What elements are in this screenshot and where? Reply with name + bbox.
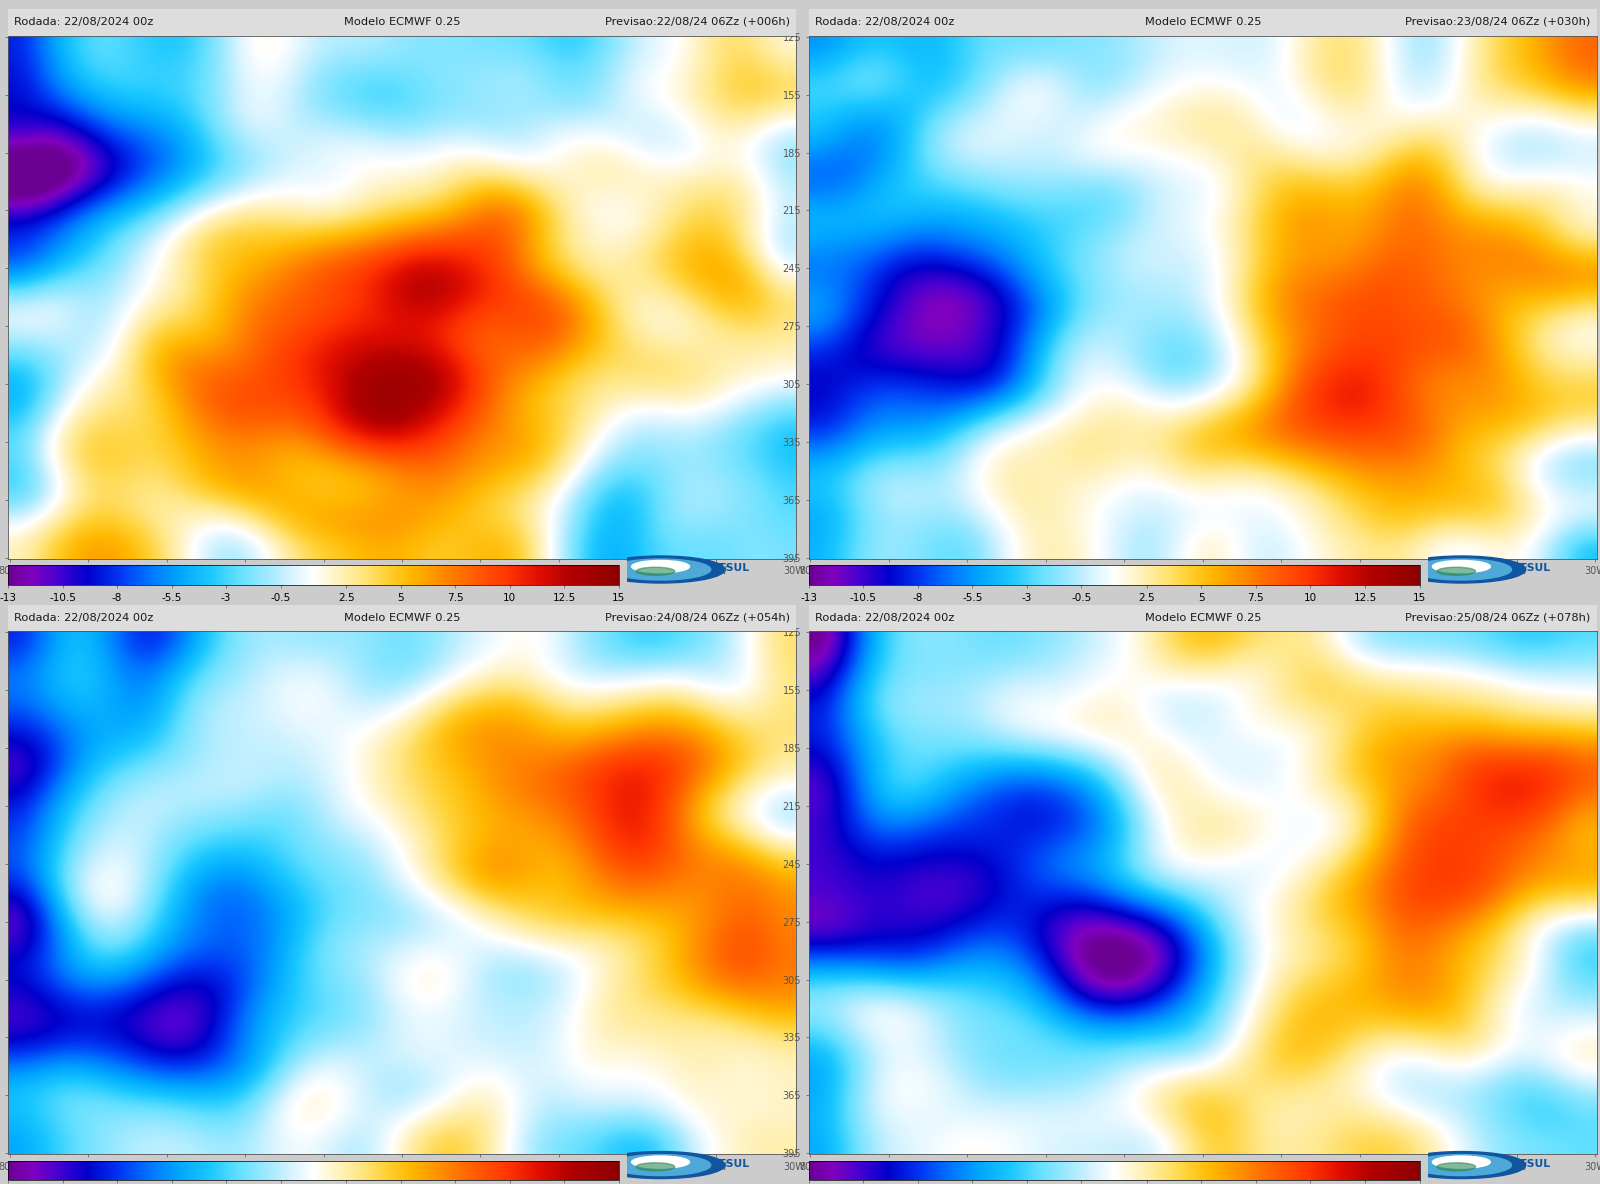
Text: Previsao:24/08/24 06Zz (+054h): Previsao:24/08/24 06Zz (+054h) xyxy=(605,612,790,623)
Text: Previsao:23/08/24 06Zz (+030h): Previsao:23/08/24 06Zz (+030h) xyxy=(1405,17,1590,27)
Circle shape xyxy=(1432,1156,1490,1169)
Circle shape xyxy=(632,560,690,573)
Text: METSUL: METSUL xyxy=(1501,1159,1550,1169)
Title: Anomalia de Temperatura 850 hpa (°C): Anomalia de Temperatura 850 hpa (°C) xyxy=(270,22,533,36)
Text: Modelo ECMWF 0.25: Modelo ECMWF 0.25 xyxy=(1144,17,1261,27)
Text: METSUL: METSUL xyxy=(1501,564,1550,573)
Text: Rodada: 22/08/2024 00z: Rodada: 22/08/2024 00z xyxy=(814,17,955,27)
Text: Modelo ECMWF 0.25: Modelo ECMWF 0.25 xyxy=(1144,612,1261,623)
Circle shape xyxy=(632,1156,690,1169)
Text: Modelo ECMWF 0.25: Modelo ECMWF 0.25 xyxy=(344,17,461,27)
Text: Rodada: 22/08/2024 00z: Rodada: 22/08/2024 00z xyxy=(814,612,955,623)
Text: Modelo ECMWF 0.25: Modelo ECMWF 0.25 xyxy=(344,612,461,623)
Text: Previsao:22/08/24 06Zz (+006h): Previsao:22/08/24 06Zz (+006h) xyxy=(605,17,790,27)
Text: Previsao:25/08/24 06Zz (+078h): Previsao:25/08/24 06Zz (+078h) xyxy=(1405,612,1590,623)
Title: Anomalia de Temperatura 850 hpa (°C): Anomalia de Temperatura 850 hpa (°C) xyxy=(1072,22,1334,36)
Text: METSUL: METSUL xyxy=(701,564,749,573)
Circle shape xyxy=(1397,556,1526,583)
Text: Rodada: 22/08/2024 00z: Rodada: 22/08/2024 00z xyxy=(14,612,154,623)
Circle shape xyxy=(637,1163,675,1171)
Circle shape xyxy=(1411,1154,1512,1176)
Title: Anomalia de Temperatura 850 hpa (°C): Anomalia de Temperatura 850 hpa (°C) xyxy=(1072,618,1334,631)
Circle shape xyxy=(1411,559,1512,580)
Text: METSUL: METSUL xyxy=(701,1159,749,1169)
Circle shape xyxy=(610,559,710,580)
Title: Anomalia de Temperatura 850 hpa (°C): Anomalia de Temperatura 850 hpa (°C) xyxy=(270,618,533,631)
Circle shape xyxy=(1397,1152,1526,1178)
Circle shape xyxy=(1437,567,1475,575)
Circle shape xyxy=(597,1152,725,1178)
Circle shape xyxy=(637,567,675,575)
Circle shape xyxy=(1432,560,1490,573)
Circle shape xyxy=(610,1154,710,1176)
Circle shape xyxy=(1437,1163,1475,1171)
Circle shape xyxy=(597,556,725,583)
Text: Rodada: 22/08/2024 00z: Rodada: 22/08/2024 00z xyxy=(14,17,154,27)
